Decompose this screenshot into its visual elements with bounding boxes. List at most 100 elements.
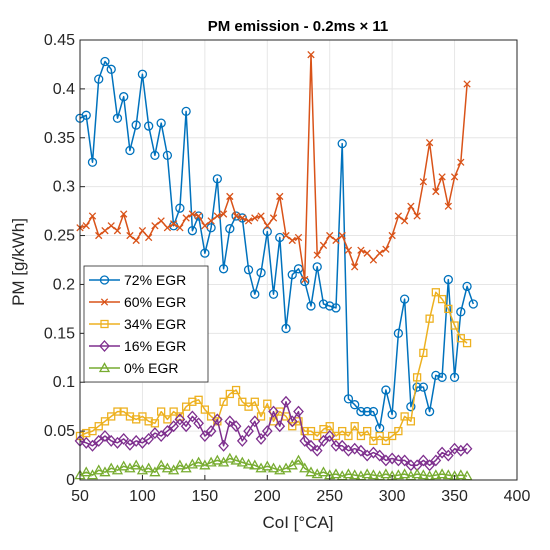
data-point [151, 222, 159, 230]
data-series [74, 51, 478, 481]
data-point [236, 456, 248, 467]
data-point [87, 157, 98, 167]
data-point [462, 281, 472, 292]
data-point [381, 385, 391, 395]
data-point [126, 231, 134, 240]
x-tick-label: 350 [441, 488, 468, 505]
data-point [188, 397, 197, 406]
data-point [330, 468, 342, 479]
data-point [88, 426, 97, 436]
data-point [343, 394, 354, 404]
data-point [256, 412, 266, 421]
data-point [324, 430, 336, 442]
data-point [399, 468, 411, 479]
legend-item: 34% EGR [89, 316, 186, 332]
data-point [400, 412, 409, 421]
legend-label: 0% EGR [124, 360, 178, 376]
legend-marker [100, 298, 109, 306]
data-point [312, 262, 322, 272]
plot-frame [79, 39, 518, 481]
data-point [456, 334, 465, 343]
x-tick-label: 400 [504, 488, 531, 505]
data-point [125, 145, 135, 156]
data-point [120, 210, 128, 218]
legend-marker [99, 340, 110, 352]
data-point [400, 217, 409, 225]
data-point [82, 428, 91, 438]
data-point [93, 434, 105, 447]
data-point [161, 462, 174, 473]
x-tick-label: 100 [129, 488, 156, 505]
data-point [336, 439, 348, 452]
chart-title: PM emission - 0.2ms × 11 [208, 18, 389, 35]
data-point [94, 422, 103, 431]
data-point [386, 452, 398, 465]
data-point [280, 395, 292, 408]
data-point [207, 217, 215, 225]
data-point [338, 231, 346, 240]
data-point [194, 212, 203, 220]
data-point [413, 212, 421, 220]
y-tick-label: 0.05 [44, 423, 75, 440]
data-point [80, 466, 92, 477]
data-point [113, 407, 122, 416]
data-point [250, 397, 259, 406]
data-point [380, 468, 392, 479]
data-point [194, 395, 203, 404]
data-point [462, 338, 472, 348]
data-point [219, 210, 228, 218]
y-tick-label: 0.3 [53, 179, 75, 196]
data-point [349, 469, 361, 480]
data-point [269, 214, 278, 222]
data-point [224, 452, 236, 463]
y-tick-label: 0.15 [44, 325, 75, 342]
data-point [226, 192, 234, 201]
data-point [449, 372, 460, 382]
data-point [118, 460, 130, 471]
data-point [251, 214, 259, 222]
data-point [263, 399, 272, 408]
data-point [294, 233, 303, 242]
data-point [313, 431, 322, 441]
data-point [425, 139, 434, 147]
data-point [88, 212, 97, 220]
data-point [442, 469, 454, 480]
data-point [181, 402, 191, 411]
data-point [186, 410, 198, 423]
data-point [369, 436, 378, 446]
data-point [182, 214, 190, 222]
data-point [438, 173, 446, 181]
series-line [79, 60, 475, 429]
data-point [211, 413, 223, 426]
data-point [455, 444, 467, 457]
data-point [356, 406, 366, 417]
data-point [393, 328, 404, 338]
data-point [212, 174, 222, 184]
series-1 [76, 51, 471, 284]
legend-item: 16% EGR [89, 338, 186, 354]
data-point [138, 227, 147, 235]
data-point [193, 456, 205, 467]
data-point [349, 442, 361, 455]
data-point [419, 348, 428, 358]
data-point [292, 454, 305, 465]
data-point [224, 415, 236, 428]
data-point [238, 397, 247, 406]
data-point [456, 307, 466, 317]
data-point [412, 382, 422, 392]
data-point [406, 402, 416, 412]
data-point [144, 121, 154, 131]
data-point [268, 405, 279, 418]
data-point [243, 425, 254, 438]
legend: 72% EGR 60% EGR 34% EGR 16% EGR 0% EGR [83, 265, 209, 383]
x-axis-label: CoI [°CA] [262, 513, 333, 532]
data-point [430, 454, 442, 467]
data-point [274, 420, 286, 433]
data-point [149, 427, 161, 440]
data-point [375, 249, 384, 257]
data-point [361, 468, 373, 479]
data-point [305, 439, 317, 452]
data-point [450, 173, 459, 181]
data-point [163, 415, 172, 424]
data-point [119, 92, 129, 102]
